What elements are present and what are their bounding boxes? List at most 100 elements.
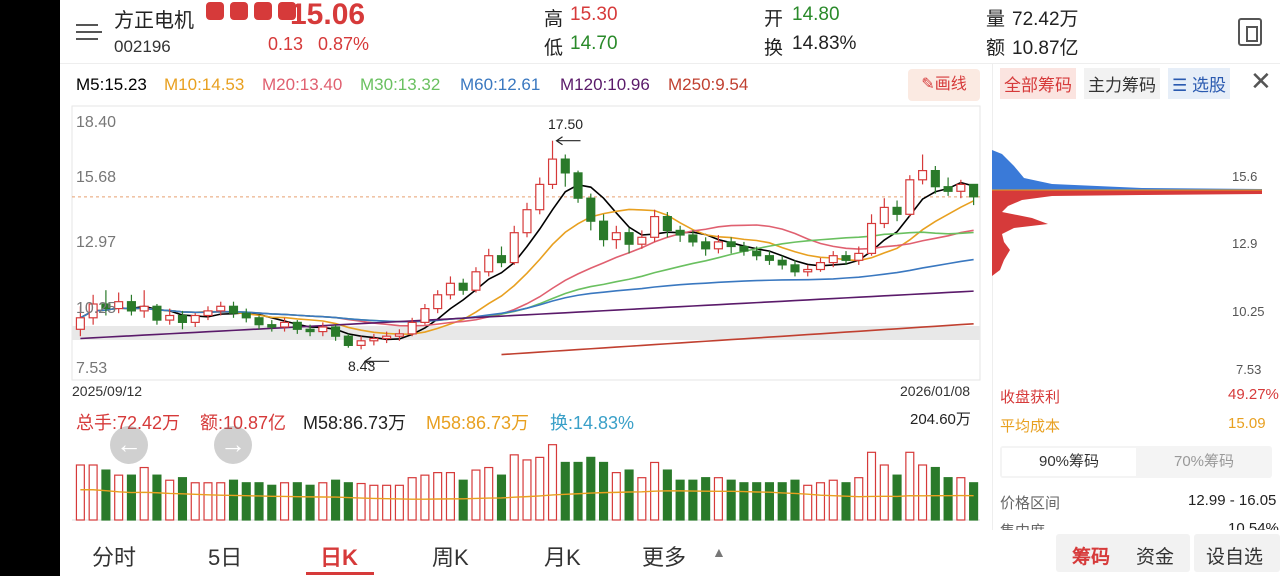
volume-bar-up [956,477,966,521]
candle-up [369,337,379,342]
volume-bar-up [905,451,915,521]
tab-main-chips[interactable]: 主力筹码 [1084,68,1160,99]
volume-bar-down [777,482,787,521]
candle-up [433,294,443,310]
prev-arrow-button[interactable]: ← [110,426,148,464]
volume-bar-down [943,477,953,521]
tab-select-stock[interactable]: ☰ 选股 [1168,68,1230,99]
candle-down [586,197,596,222]
candle-down [177,314,188,323]
volume-bar-up [866,451,877,521]
volume-bar-down [305,484,315,521]
next-arrow-button[interactable]: → [214,426,252,464]
tab-select-label: 选股 [1191,76,1226,95]
candle-up [650,215,660,238]
add-watchlist-button[interactable]: 设自选 [1206,547,1264,568]
draw-line-label: 画线 [934,76,967,93]
price-change: 0.13 [268,34,304,54]
ma30-label: M30:13.32 [360,75,441,94]
tab-all-chips[interactable]: 全部筹码 [1000,68,1076,99]
candle-up [854,252,864,261]
candle-down [458,282,468,291]
candle-down [305,328,315,333]
ma10-label: M10:14.53 [164,75,245,94]
candle-up [407,321,417,335]
volume-bar-down [228,479,239,521]
candle-down [739,245,749,252]
volume-bar-up [879,464,889,521]
range-label: 价格区间 [1000,495,1061,512]
price-change-pct: 0.87% [318,34,370,54]
chip-blue-area [992,150,1262,190]
stock-app: 方正电机 002196 15.06 0.13 0.87% 高 15.30 低 1… [60,0,1280,576]
candle-down [254,317,264,326]
candle-down [675,229,685,236]
low-label: 低 [544,38,564,59]
candle-up [637,236,647,245]
funds-button[interactable]: 资金 [1136,547,1175,568]
candle-up [918,169,928,181]
tab-dayk[interactable]: 日K [320,545,358,570]
candle-up [88,303,98,319]
draw-line-button[interactable]: ✎画线 [908,69,980,101]
tab-fenshi[interactable]: 分时 [92,545,137,570]
volume-bar-up [803,484,813,521]
ma60-label: M60:12.61 [460,75,541,94]
stock-code: 002196 [114,37,171,56]
volume-bar-down [662,469,672,521]
tab-90-chips[interactable]: 90%筹码 [1002,448,1136,476]
close-icon[interactable]: ✕ [1250,66,1272,96]
vol-amount: 额:10.87亿 [200,413,287,433]
last-price: 15.06 [290,0,366,31]
vol-m58-a: M58:86.73万 [303,413,407,433]
volume-bar-down [790,479,800,521]
ma20-label: M20:13.40 [262,75,343,94]
menu-icon[interactable] [76,24,102,40]
candle-down [688,234,698,243]
candle-down [496,255,507,264]
fullscreen-icon[interactable] [1238,18,1262,46]
volume-bar-up [203,482,213,521]
candle-down [662,215,672,231]
volume-bar-down [343,482,353,521]
kline-chart[interactable] [60,100,1280,530]
volume-bar-down [458,479,468,521]
chips-button[interactable]: 筹码 [1072,547,1111,568]
candle-up [445,282,455,296]
ma-line-m60 [79,258,974,323]
volume-bar-up [75,464,85,521]
volume-bar-up [114,474,124,521]
candle-up [509,232,519,264]
volume-bar-down [101,469,111,521]
filter-icon: ☰ [1172,76,1192,95]
vol-total-hands: 总手:72.42万 [76,413,181,433]
volume-bar-down [292,482,302,521]
candle-up [203,310,213,317]
tab-5day[interactable]: 5日 [208,545,243,570]
range-value: 12.99 - 16.05 [1188,492,1277,509]
volume-bar-up [139,466,149,521]
tab-70-chips[interactable]: 70%筹码 [1173,453,1235,470]
candle-up [420,307,430,323]
candle-up [547,158,558,185]
candle-down [969,183,979,198]
turnover-label: 换 [764,38,784,59]
candle-up [535,183,545,211]
volume-bar-up [356,482,366,521]
tab-more[interactable]: 更多 [642,545,687,570]
tab-weekk[interactable]: 周K [432,545,469,570]
candle-up [956,183,966,192]
volume-bar-down [675,479,685,521]
tab-monthk[interactable]: 月K [544,545,581,570]
chevron-up-icon[interactable]: ▲ [712,544,726,560]
candle-down [752,250,762,257]
candle-up [522,209,532,234]
volume-bar-up [382,484,392,521]
stock-name: 方正电机 [114,10,194,32]
volume-ma-line [80,489,974,500]
candle-down [943,186,953,192]
volume-bar-down [624,469,634,521]
profit-value: 49.27% [1228,386,1279,403]
candle-up [165,314,175,321]
chip-fund-switch [1056,534,1190,572]
